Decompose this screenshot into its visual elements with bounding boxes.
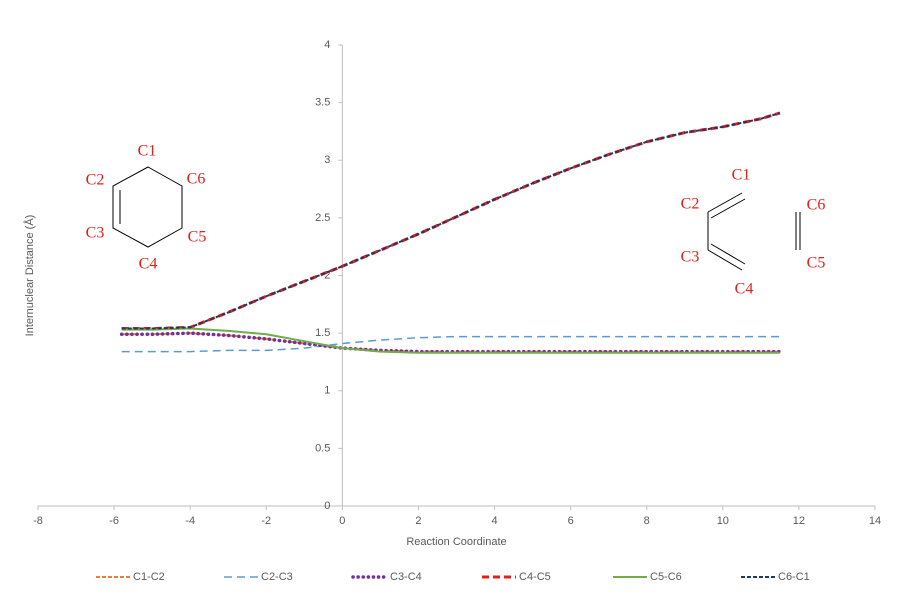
series-line xyxy=(121,327,780,354)
x-tick-label: -2 xyxy=(261,515,271,527)
bond xyxy=(707,192,743,213)
product-molecules xyxy=(707,192,801,271)
legend-label: C4-C5 xyxy=(519,571,551,583)
atom-label: C2 xyxy=(681,196,700,213)
x-tick-label: 4 xyxy=(491,515,497,527)
x-tick-label: 12 xyxy=(793,515,805,527)
series-line xyxy=(121,335,780,353)
atom-label: C3 xyxy=(681,249,700,266)
atom-label: C6 xyxy=(187,171,206,188)
atom-label: C6 xyxy=(807,197,826,214)
x-tick-label: 6 xyxy=(568,515,574,527)
x-tick-label: 14 xyxy=(869,515,881,527)
series-line xyxy=(121,112,781,330)
atom-label: C3 xyxy=(86,225,105,242)
legend-label: C6-C1 xyxy=(778,571,810,583)
y-tick-label: 3.5 xyxy=(315,97,330,109)
y-tick-label: 0.5 xyxy=(315,442,330,454)
x-tick-label: -8 xyxy=(33,515,43,527)
hexagon xyxy=(112,166,183,248)
bond xyxy=(707,249,743,271)
reactant-molecule xyxy=(112,166,183,248)
y-tick-label: 1.5 xyxy=(315,327,330,339)
x-tick-label: -4 xyxy=(185,515,195,527)
x-tick-label: 0 xyxy=(339,515,345,527)
x-tick-label: 10 xyxy=(717,515,729,527)
x-tick-label: 2 xyxy=(415,515,421,527)
legend-label: C2-C3 xyxy=(261,571,293,583)
y-tick-label: 2 xyxy=(324,269,330,281)
y-tick-label: 0 xyxy=(324,500,330,512)
legend-label: C5-C6 xyxy=(650,571,682,583)
x-tick-label: 8 xyxy=(644,515,650,527)
series-line xyxy=(119,331,782,354)
y-tick-label: 1 xyxy=(324,385,330,397)
y-tick-label: 2.5 xyxy=(315,212,330,224)
atom-label: C1 xyxy=(732,167,751,184)
double-bond xyxy=(710,198,746,219)
y-tick-label: 3 xyxy=(324,154,330,166)
atom-label: C1 xyxy=(138,143,157,160)
y-axis-title: Internuclear Distance (Å) xyxy=(23,215,36,337)
atom-label: C4 xyxy=(139,256,158,273)
atom-label: C5 xyxy=(188,229,207,246)
y-tick-label: 4 xyxy=(324,39,330,51)
x-axis-title: Reaction Coordinate xyxy=(406,536,506,548)
legend-label: C3-C4 xyxy=(390,571,422,583)
series-line xyxy=(121,111,781,331)
atom-label: C5 xyxy=(807,255,826,272)
atom-label: C2 xyxy=(86,172,105,189)
atom-label: C4 xyxy=(735,281,754,298)
legend-label: C1-C2 xyxy=(133,571,165,583)
x-tick-label: -6 xyxy=(109,515,119,527)
double-bond xyxy=(710,243,746,265)
